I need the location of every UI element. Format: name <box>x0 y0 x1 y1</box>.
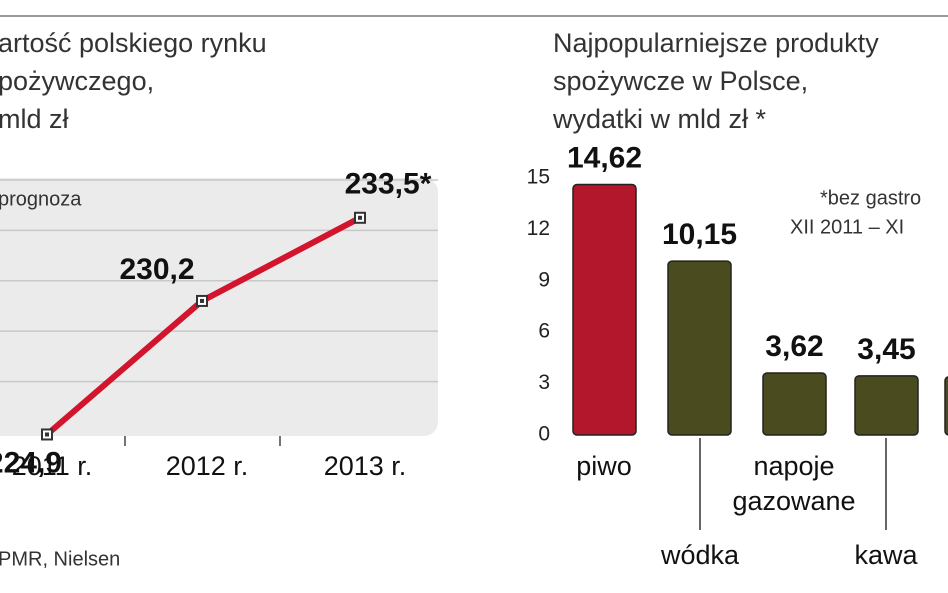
y-tick-label: 6 <box>538 320 550 343</box>
bar <box>572 183 637 436</box>
value-label: 233,5* <box>345 168 432 201</box>
value-label: 224,9 <box>0 446 62 479</box>
value-label: 10,15 <box>662 218 737 251</box>
x-tick-label: napoje gazowane <box>732 451 855 516</box>
bar <box>762 372 827 436</box>
value-label: 14,62 <box>567 141 642 174</box>
y-tick-label: 15 <box>527 166 550 189</box>
bar <box>944 376 948 436</box>
plot-background <box>0 178 438 436</box>
point-center <box>358 215 362 220</box>
note: prognoza <box>0 188 82 210</box>
source: PMR, Nielsen <box>0 548 120 570</box>
chart-title: spożywcze w Polsce, <box>553 66 808 96</box>
chart-title: wydatki w mld zł * <box>552 104 767 134</box>
y-tick-label: 12 <box>527 217 550 240</box>
value-label: 3,45 <box>857 333 915 366</box>
chart-title: artość polskiego rynku <box>0 28 267 58</box>
value-label: 230,2 <box>119 253 194 286</box>
point-center <box>200 298 204 303</box>
note: XII 2011 – XI <box>790 216 904 238</box>
x-tick-label: 2012 r. <box>166 451 249 481</box>
point-center <box>45 432 49 437</box>
y-tick-label: 3 <box>538 371 550 394</box>
bar <box>667 260 732 436</box>
note: *bez gastro <box>820 187 921 209</box>
x-tick-label: 2011 r. <box>12 451 93 481</box>
chart-title: pożywczego, <box>0 66 154 96</box>
value-label: 3,62 <box>765 330 823 363</box>
chart-title: Najpopularniejsze produkty <box>553 28 879 58</box>
x-tick-label: piwo <box>576 451 632 481</box>
y-tick-label: 0 <box>538 423 550 446</box>
y-tick-label: 9 <box>538 268 550 291</box>
chart-title: mld zł <box>0 104 69 134</box>
x-tick-label: 2013 r. <box>324 451 407 481</box>
x-tick-label: wódka <box>660 540 740 570</box>
bar <box>854 375 919 436</box>
x-tick-label: kawa <box>854 540 918 570</box>
